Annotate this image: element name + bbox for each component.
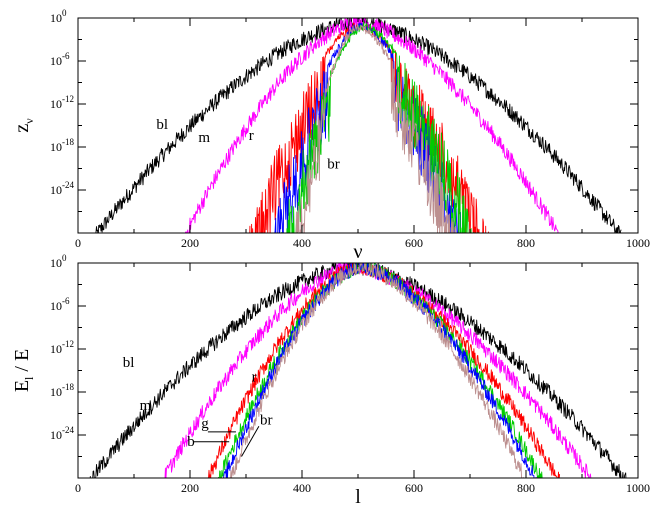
x-tick-label: 600 (405, 481, 423, 495)
y-tick-label: 10-24 (50, 425, 74, 442)
y-tick-label: 10-6 (50, 296, 70, 313)
x-tick-label: 600 (405, 236, 423, 250)
series-line-bl (89, 263, 627, 478)
series-line-bl (95, 18, 622, 233)
series-line-b (223, 263, 537, 478)
x-tick-label: 200 (181, 236, 199, 250)
y-tick-label: 10-12 (50, 339, 74, 356)
annotation-b: b (187, 434, 195, 450)
x-axis-label: l (355, 486, 361, 506)
x-tick-label: 200 (181, 481, 199, 495)
annotation-m: m (140, 398, 152, 414)
x-tick-label: 0 (75, 481, 81, 495)
x-tick-label: 1000 (626, 481, 650, 495)
annotation-br: br (327, 157, 340, 173)
x-tick-label: 400 (293, 481, 311, 495)
annotation-bl: bl (156, 117, 168, 133)
x-tick-label: 800 (517, 481, 535, 495)
y-axis-label: zν (11, 118, 36, 133)
annotation-r: r (249, 128, 254, 144)
x-tick-label: 0 (75, 236, 81, 250)
series-group (95, 18, 622, 233)
x-tick-label: 1000 (626, 236, 650, 250)
annotation-g: g (201, 416, 209, 432)
y-axis-label: El / E (11, 349, 36, 392)
y-tick-label: 10-6 (50, 51, 70, 68)
series-line-br (295, 23, 456, 233)
series-line-br (229, 263, 524, 478)
panel-top: 0 200 400 600 800 1000 100 10-6 10-12 10-18 10-24 ν… (11, 8, 650, 263)
y-tick-label: 10-18 (50, 137, 74, 154)
annotation-br: br (260, 412, 273, 428)
y-tick-label: 10-12 (50, 94, 74, 111)
annotation-bl: bl (123, 355, 135, 371)
series-line-m (163, 263, 592, 478)
y-tick-label: 100 (50, 253, 67, 270)
panel-bottom: 0 200 400 600 800 1000 100 10-6 10-12 10-18 10-24 l… (11, 253, 650, 506)
plot-frame (77, 262, 639, 479)
pointer-br (241, 426, 260, 457)
series-line-g (281, 21, 479, 233)
x-tick-label: 800 (517, 236, 535, 250)
y-tick-label: 100 (50, 8, 67, 25)
series-group (89, 263, 627, 478)
x-axis-label: ν (353, 241, 362, 263)
annotation-m: m (198, 130, 210, 146)
series-line-m (184, 18, 559, 233)
series-line-r (208, 263, 561, 478)
y-tick-label: 10-18 (50, 382, 74, 399)
y-tick-label: 10-24 (50, 180, 74, 197)
annotation-r: r (252, 369, 257, 385)
x-tick-label: 400 (293, 236, 311, 250)
